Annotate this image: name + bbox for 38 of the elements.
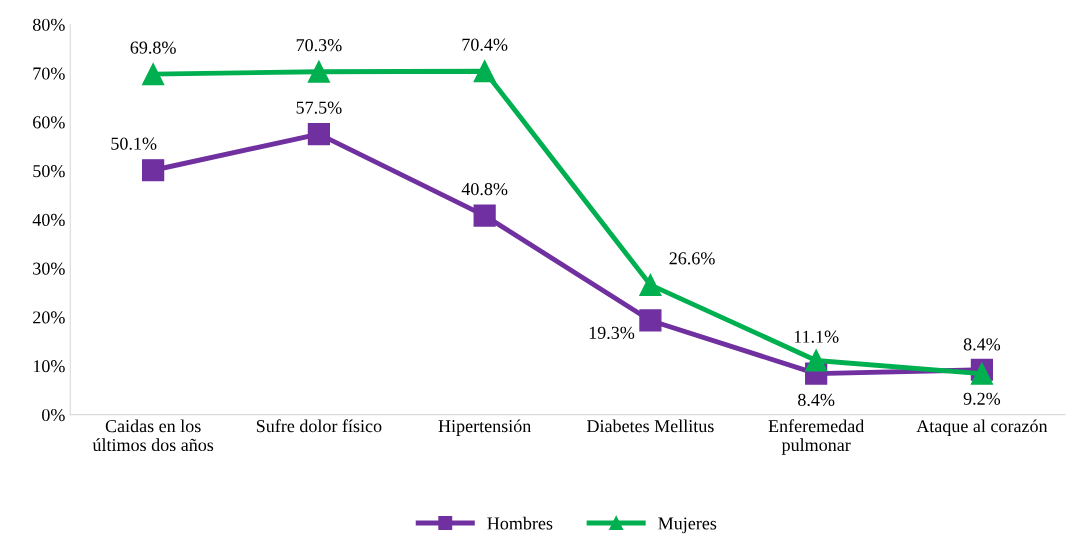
data-label: 8.4% — [798, 393, 835, 407]
data-label: 69.8% — [130, 41, 176, 54]
y-tick-label: 80% — [33, 18, 65, 31]
x-tick-label: Caidas en los últimos dos años — [92, 419, 214, 452]
data-label: 26.6% — [669, 252, 715, 265]
y-tick-label: 50% — [33, 164, 65, 178]
point — [142, 159, 165, 182]
point — [805, 349, 828, 372]
point — [473, 204, 496, 227]
y-tick-label: 70% — [33, 67, 65, 80]
x-tick-label: Diabetes Mellitus — [586, 419, 714, 433]
data-label: 8.4% — [963, 338, 1001, 351]
data-label: 70.3% — [296, 39, 342, 52]
x-tick-label: Hipertensión — [438, 419, 532, 436]
data-label: 11.1% — [794, 330, 839, 343]
data-label: 19.3% — [589, 326, 635, 339]
x-tick-label: Sufre dolor físico — [256, 419, 382, 433]
point — [473, 60, 496, 83]
y-tick-label: 30% — [33, 262, 65, 275]
y-tick-label: 40% — [32, 213, 65, 227]
legend-label: Hombres — [487, 516, 553, 530]
data-label: 70.4% — [462, 38, 508, 51]
point — [639, 309, 662, 332]
data-label: 57.5% — [296, 101, 342, 114]
y-tick-label: 20% — [33, 311, 65, 324]
legend-label: Mujeres — [658, 517, 717, 534]
point — [639, 273, 662, 296]
point — [142, 63, 165, 86]
y-tick-label: 0% — [42, 408, 65, 422]
y-tick-label: 60% — [33, 116, 65, 129]
data-label: 40.8% — [461, 182, 508, 196]
x-tick-label: Enferemedad pulmonar — [768, 419, 865, 455]
point — [307, 123, 331, 146]
x-tick-label: Ataque al corazón — [916, 419, 1048, 436]
data-label: 9.2% — [963, 392, 1001, 405]
point — [307, 60, 331, 83]
y-tick-label: 10% — [33, 360, 65, 373]
data-label: 50.1% — [111, 137, 157, 150]
